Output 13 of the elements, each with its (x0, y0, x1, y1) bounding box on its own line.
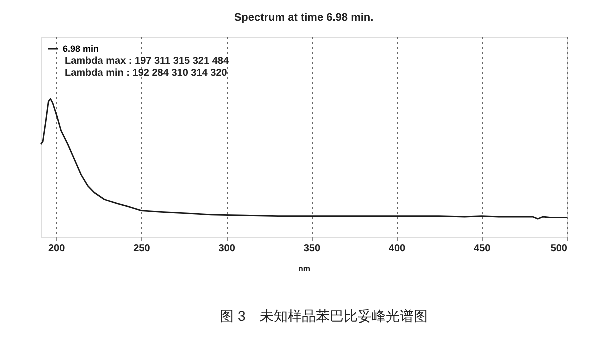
text: Lambda max : 197 311 315 321 484 (65, 56, 230, 67)
x-tick-label: 200 (48, 244, 66, 254)
x-tick-label: 300 (218, 244, 236, 254)
legend-label: 6.98 min (63, 44, 100, 54)
x-tick-label: 400 (388, 244, 406, 254)
x-tick-label: 450 (474, 244, 492, 254)
x-tick-label: 250 (134, 244, 151, 254)
x-tick-label: 350 (304, 244, 321, 254)
text: Lambda min : 192 284 310 314 320 (65, 68, 228, 79)
chart-title: Spectrum at time 6.98 min. (234, 12, 374, 24)
x-axis-title: nm (298, 264, 310, 274)
x-tick-label: 500 (550, 244, 568, 254)
caption: 图 3 未知样品苯巴比妥峰光谱图 (220, 308, 428, 324)
